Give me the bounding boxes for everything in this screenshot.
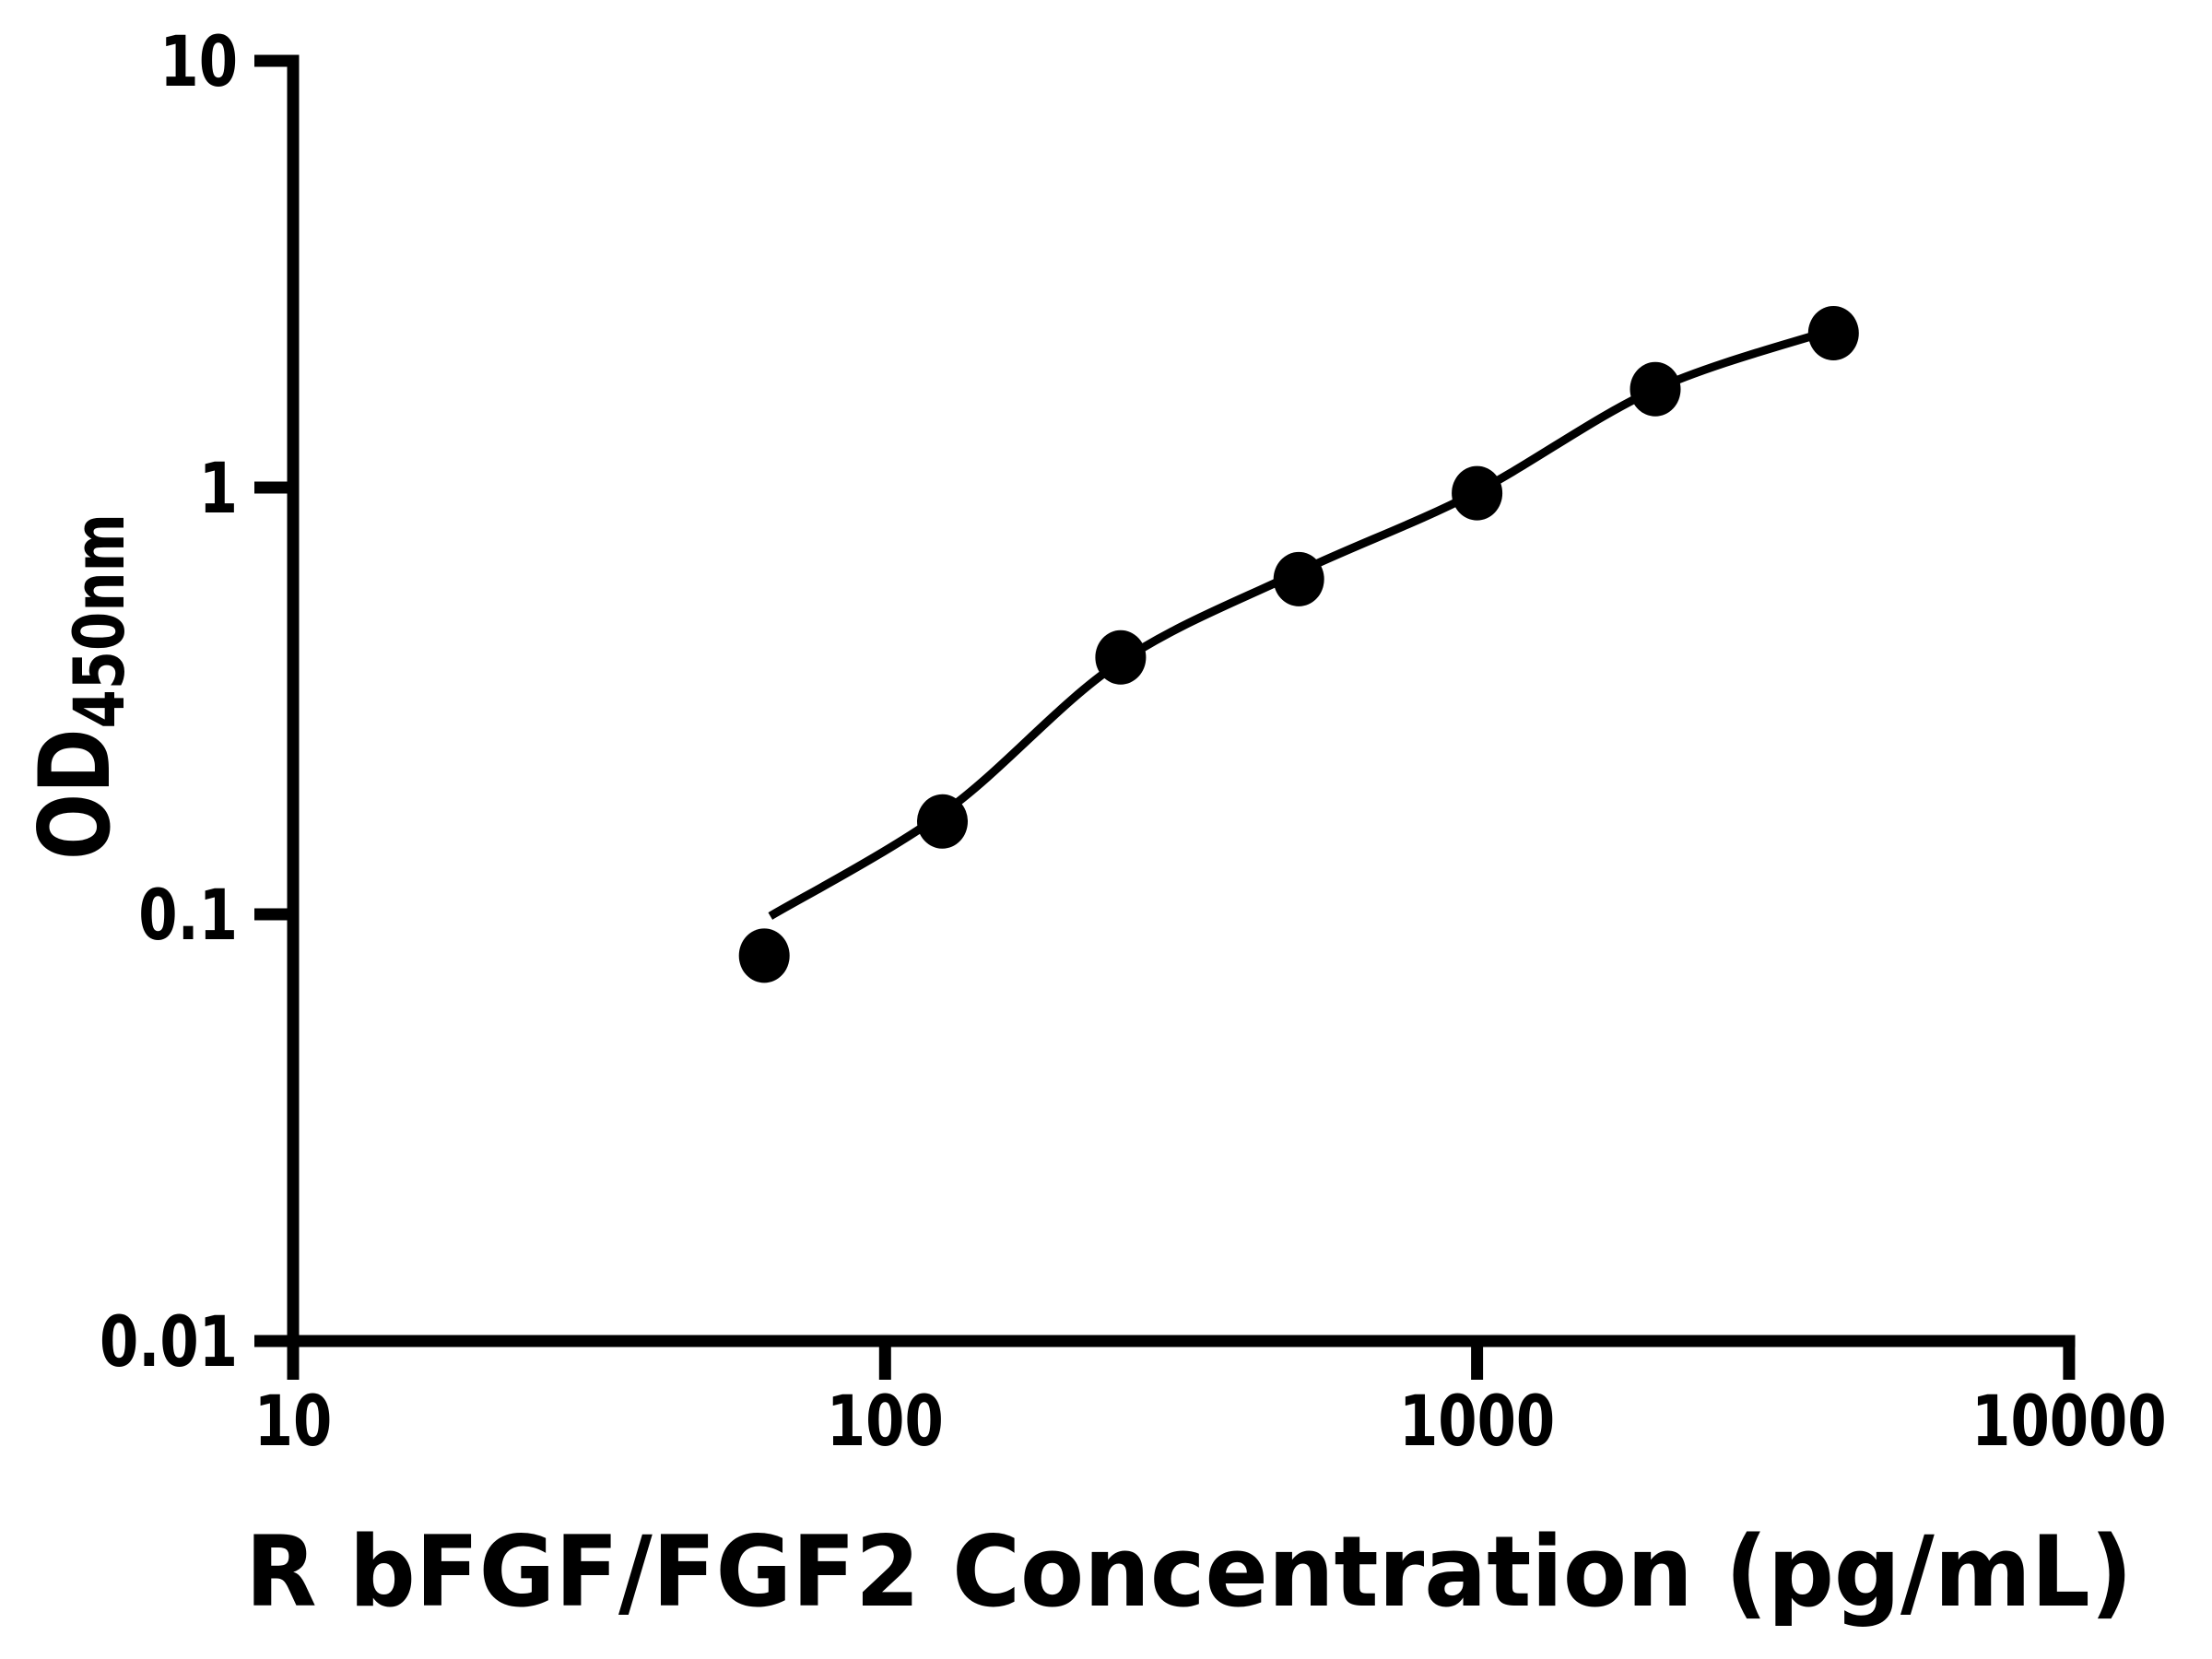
data-point-4000pg [1807,306,1859,360]
data-points [738,306,1859,983]
y-axis-title: OD450nm [18,513,141,860]
x-tick-label-1000: 1000 [1399,1381,1555,1462]
data-point-250pg [1095,629,1147,685]
data-point-500pg [1273,551,1324,606]
y-axis-title-main: OD [18,729,133,860]
x-tick-label-10: 10 [254,1381,333,1462]
axes [287,54,2076,1347]
y-tick-label-0.1: 0.1 [138,875,238,956]
data-point-125pg [917,794,968,849]
y-axis-title-subscript: 450nm [59,513,140,729]
data-point-2000pg [1630,361,1681,417]
data-point-1000pg [1452,465,1503,521]
x-tick-label-100: 100 [827,1381,944,1462]
axis-ticks [254,54,2076,1380]
y-tick-label-0.01: 0.01 [100,1301,238,1382]
x-axis-title: R bFGF/FGF2 Concentration (pg/mL) [245,1516,2133,1630]
y-tick-label-1: 1 [199,448,238,529]
axis-tick-labels: 10 100 1000 10000 10 1 0.1 0.01 [100,21,2167,1462]
data-point-62.5pg [738,928,790,983]
x-tick-label-10000: 10000 [1971,1381,2167,1462]
y-tick-label-10: 10 [159,21,238,102]
